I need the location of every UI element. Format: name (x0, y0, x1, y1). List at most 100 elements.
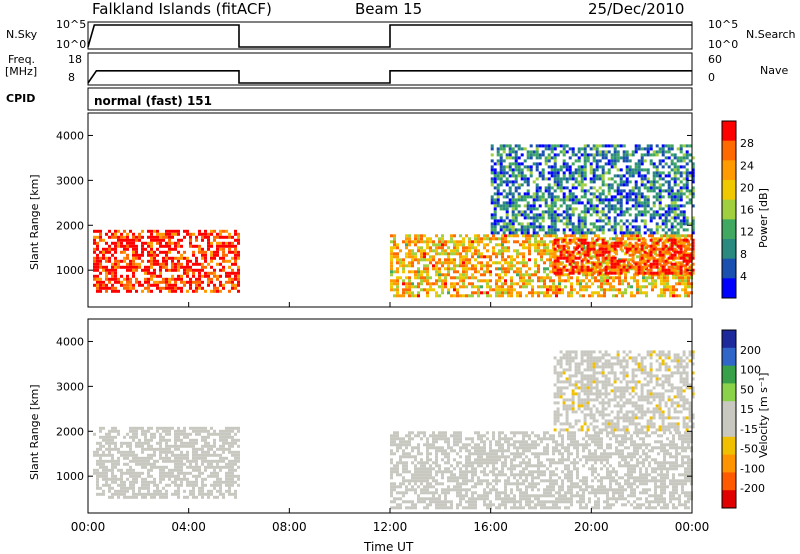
heatmap-cell (471, 494, 474, 498)
heatmap-cell (496, 159, 500, 163)
heatmap-cell (595, 150, 599, 154)
heatmap-cell (684, 234, 687, 238)
heatmap-cell (559, 204, 563, 208)
heatmap-cell (685, 189, 689, 193)
heatmap-cell (225, 259, 228, 263)
heatmap-cell (420, 282, 423, 286)
heatmap-cell (685, 168, 689, 172)
heatmap-cell (180, 444, 183, 448)
heatmap-cell (471, 291, 474, 295)
heatmap-cell (639, 258, 642, 262)
heatmap-cell (408, 479, 411, 483)
heatmap-cell (657, 237, 660, 241)
heatmap-cell (444, 243, 447, 247)
heatmap-cell (490, 180, 494, 184)
heatmap-cell (183, 444, 186, 448)
heatmap-cell (414, 276, 417, 280)
heatmap-cell (495, 291, 498, 295)
heatmap-cell (126, 238, 129, 242)
heatmap-cell (483, 440, 486, 444)
heatmap-cell (111, 468, 114, 472)
heatmap-cell (505, 207, 509, 211)
heatmap-cell (210, 229, 213, 233)
heatmap-cell (456, 294, 459, 298)
heatmap-cell (213, 429, 216, 433)
heatmap-cell (417, 479, 420, 483)
heatmap-cell (129, 471, 132, 475)
heatmap-cell (150, 277, 153, 281)
heatmap-cell (568, 219, 572, 223)
heatmap-cell (513, 482, 516, 486)
heatmap-cell (490, 144, 494, 148)
heatmap-cell (465, 443, 468, 447)
heatmap-cell (183, 462, 186, 466)
heatmap-cell (646, 253, 650, 257)
heatmap-cell (504, 291, 507, 295)
heatmap-cell (691, 189, 695, 193)
heatmap-cell (153, 450, 156, 454)
heatmap-cell (538, 162, 542, 166)
heatmap-cell (508, 147, 512, 151)
heatmap-cell (555, 294, 558, 298)
heatmap-cell (658, 250, 662, 254)
heatmap-cell (147, 286, 150, 290)
heatmap-cell (513, 446, 516, 450)
heatmap-cell (676, 271, 680, 275)
heatmap-cell (495, 282, 498, 286)
heatmap-cell (423, 258, 426, 262)
heatmap-cell (234, 283, 237, 287)
heatmap-cell (174, 453, 177, 457)
heatmap-cell (655, 259, 659, 263)
heatmap-cell (171, 268, 174, 272)
heatmap-cell (171, 289, 174, 293)
heatmap-cell (99, 271, 102, 275)
heatmap-cell (595, 256, 599, 260)
heatmap-cell (156, 229, 159, 233)
heatmap-cell (405, 500, 408, 504)
heatmap-cell (141, 465, 144, 469)
heatmap-cell (616, 174, 620, 178)
heatmap-cell (192, 426, 195, 430)
heatmap-cell (534, 246, 537, 250)
heatmap-cell (207, 277, 210, 281)
heatmap-cell (655, 174, 659, 178)
heatmap-cell (411, 506, 414, 510)
heatmap-cell (667, 210, 671, 214)
heatmap-cell (153, 480, 156, 484)
heatmap-cell (147, 492, 150, 496)
heatmap-cell (408, 243, 411, 247)
heatmap-cell (663, 261, 666, 265)
heatmap-cell (522, 440, 525, 444)
heatmap-cell (622, 210, 626, 214)
heatmap-cell (432, 491, 435, 495)
heatmap-cell (438, 449, 441, 453)
heatmap-cell (553, 253, 557, 257)
heatmap-cell (159, 492, 162, 496)
heatmap-cell (96, 256, 99, 260)
heatmap-cell (171, 235, 174, 239)
heatmap-cell (532, 204, 536, 208)
heatmap-cell (498, 252, 501, 256)
heatmap-cell (598, 244, 602, 248)
heatmap-cell (652, 165, 656, 169)
heatmap-cell (655, 271, 659, 275)
heatmap-cell (180, 465, 183, 469)
heatmap-cell (216, 286, 219, 290)
heatmap-cell (597, 294, 600, 298)
heatmap-cell (598, 150, 602, 154)
heatmap-cell (390, 246, 393, 250)
heatmap-cell (505, 177, 509, 181)
heatmap-cell (520, 222, 524, 226)
heatmap-cell (174, 268, 177, 272)
heatmap-cell (586, 241, 590, 245)
heatmap-cell (105, 268, 108, 272)
heatmap-cell (180, 480, 183, 484)
heatmap-cell (105, 232, 108, 236)
heatmap-cell (673, 174, 677, 178)
heatmap-cell (571, 268, 575, 272)
heatmap-cell (165, 250, 168, 254)
heatmap-cell (516, 446, 519, 450)
heatmap-cell (402, 449, 405, 453)
heatmap-cell (594, 255, 597, 259)
heatmap-cell (640, 147, 644, 151)
